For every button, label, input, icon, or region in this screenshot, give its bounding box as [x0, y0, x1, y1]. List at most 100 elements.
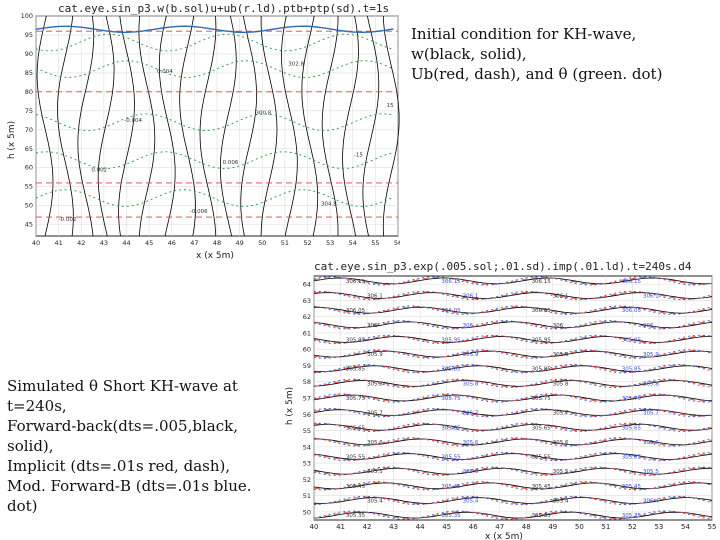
- bottom-contour-label: 305.75: [441, 396, 461, 402]
- bottom-contour-line: [313, 290, 713, 301]
- bottom-y-tick-label: 50: [303, 508, 311, 516]
- bottom-y-tick-label: 55: [303, 427, 311, 435]
- bottom-y-tick-label: 52: [303, 476, 311, 484]
- bottom-caption-line-4: solid),: [7, 437, 54, 455]
- bottom-contour-label: 306.05: [441, 308, 461, 314]
- bottom-x-tick-label: 50: [575, 523, 584, 531]
- bottom-contour-line: [313, 437, 713, 446]
- bottom-x-tick-label: 48: [522, 523, 531, 531]
- bottom-contour-label: 305.75: [622, 396, 642, 402]
- top-upper-band-line: [35, 25, 394, 34]
- bottom-caption: Simulated θ Short KH-wave at t=240s, For…: [7, 376, 272, 516]
- top-contour-label: 0.004: [157, 69, 173, 75]
- bottom-y-tick-label: 62: [303, 313, 311, 321]
- top-y-tick-label: 65: [25, 145, 33, 153]
- bottom-y-tick-label: 54: [303, 443, 311, 451]
- bottom-contour-line: [313, 349, 713, 359]
- bottom-contour-label: 305.45: [441, 484, 461, 490]
- bottom-x-tick-label: 47: [495, 523, 504, 531]
- top-w-contour-line: [179, 15, 196, 237]
- bottom-contour-line: [314, 306, 713, 314]
- bottom-contour-label: 305.85: [441, 367, 461, 373]
- bottom-x-tick-label: 46: [469, 523, 478, 531]
- top-x-tick-label: 47: [190, 239, 198, 247]
- bottom-x-tick-label: 44: [416, 523, 425, 531]
- top-w-contour-line: [36, 15, 54, 237]
- bottom-contour-label: 305.8: [463, 381, 479, 387]
- top-x-tick-label: 48: [213, 239, 221, 247]
- top-x-axis-label: x (x 5m): [196, 251, 234, 261]
- top-x-tick-label: 46: [168, 239, 176, 247]
- top-x-tick-label: 42: [77, 239, 85, 247]
- bottom-contour-label: 306.1: [463, 294, 479, 300]
- simulated-wave-plot: cat.eye.sin_p3.exp(.005.sol;.01.sd).imp(…: [282, 256, 720, 540]
- bottom-contour-line: [313, 306, 713, 315]
- top-y-tick-label: 60: [25, 164, 33, 172]
- bottom-contour-label: 305.8: [553, 381, 569, 387]
- bottom-contour-line: [314, 496, 713, 505]
- bottom-contour-label: 305.55: [532, 455, 552, 461]
- bottom-x-tick-label: 55: [708, 523, 717, 531]
- bottom-contour-line: [313, 393, 713, 403]
- bottom-contour-label: 305.55: [622, 455, 642, 461]
- bottom-contour-label: 305.9: [463, 352, 479, 358]
- bottom-contour-line: [313, 408, 713, 417]
- bottom-contour-label: 306.15: [622, 279, 642, 285]
- top-caption-line-3: Ub(red, dash), and θ (green. dot): [411, 65, 663, 83]
- bottom-x-tick-label: 52: [628, 523, 637, 531]
- bottom-chart-title: cat.eye.sin_p3.exp(.005.sol;.01.sd).imp(…: [314, 260, 692, 273]
- bottom-contour-label: 306.05: [532, 308, 552, 314]
- bottom-contour-label: 305.95: [346, 337, 366, 343]
- bottom-x-tick-label: 45: [442, 523, 451, 531]
- top-x-tick-label: 49: [235, 239, 243, 247]
- initial-condition-plot: cat.eye.sin_p3.w(b.sol)u+ub(r.ld).ptb+pt…: [0, 0, 400, 262]
- top-contour-label: -0.004: [124, 118, 142, 124]
- bottom-contour-label: 305.55: [441, 455, 461, 461]
- bottom-y-tick-label: 61: [303, 329, 311, 337]
- bottom-contour-line: [313, 407, 713, 418]
- top-y-tick-label: 95: [25, 31, 33, 39]
- top-caption: Initial condition for KH-wave, w(black, …: [411, 24, 711, 84]
- top-x-tick-label: 44: [122, 239, 130, 247]
- bottom-contour-label: 305.65: [346, 425, 366, 431]
- bottom-contour-label: 306: [643, 323, 654, 329]
- bottom-contour-label: 305.65: [532, 425, 552, 431]
- bottom-contour-label: 305.7: [553, 411, 569, 417]
- bottom-contour-label: 306.1: [367, 294, 383, 300]
- top-contour-label: -0.002: [59, 217, 77, 223]
- bottom-contour-label: 305.45: [346, 484, 366, 490]
- bottom-contour-line: [313, 320, 713, 329]
- top-y-tick-label: 50: [25, 202, 33, 210]
- initial-condition-chart: cat.eye.sin_p3.w(b.sol)u+ub(r.ld).ptb+pt…: [7, 2, 400, 261]
- bottom-contour-line: [313, 364, 713, 373]
- top-x-tick-label: 56: [394, 239, 400, 247]
- top-contour-label: 300.8: [255, 111, 271, 117]
- bottom-y-tick-label: 56: [303, 411, 311, 419]
- top-contour-label: 0.002: [91, 168, 107, 174]
- bottom-contour-label: 305.7: [463, 411, 479, 417]
- top-contour-label: 15: [387, 103, 394, 109]
- bottom-contour-label: 306: [367, 323, 378, 329]
- top-x-tick-label: 41: [54, 239, 62, 247]
- top-chart-title: cat.eye.sin_p3.w(b.sol)u+ub(r.ld).ptb+pt…: [58, 2, 389, 15]
- bottom-contour-line: [313, 364, 713, 374]
- bottom-x-tick-label: 49: [548, 523, 557, 531]
- top-caption-line-2: w(black, solid),: [411, 45, 527, 63]
- top-contour-label: -15: [354, 152, 363, 158]
- bottom-contour-line: [313, 452, 713, 461]
- bottom-x-tick-label: 51: [601, 523, 610, 531]
- top-contour-label: -0.006: [190, 209, 208, 215]
- bottom-contour-line: [313, 453, 713, 460]
- top-contour-label: 302.8: [288, 61, 304, 67]
- bottom-x-tick-label: 41: [336, 523, 345, 531]
- bottom-contour-line: [313, 511, 713, 519]
- bottom-contour-label: 306.1: [553, 294, 569, 300]
- top-y-tick-label: 100: [21, 12, 33, 20]
- bottom-contour-label: 306.15: [441, 279, 461, 285]
- bottom-caption-line-2: t=240s,: [7, 397, 67, 415]
- bottom-y-tick-label: 64: [303, 281, 311, 289]
- top-w-contour-line: [362, 15, 380, 237]
- bottom-caption-line-6: Mod. Forward-B (dts=.01s blue.: [7, 477, 252, 495]
- bottom-contour-line: [313, 350, 713, 358]
- bottom-x-tick-label: 40: [310, 523, 319, 531]
